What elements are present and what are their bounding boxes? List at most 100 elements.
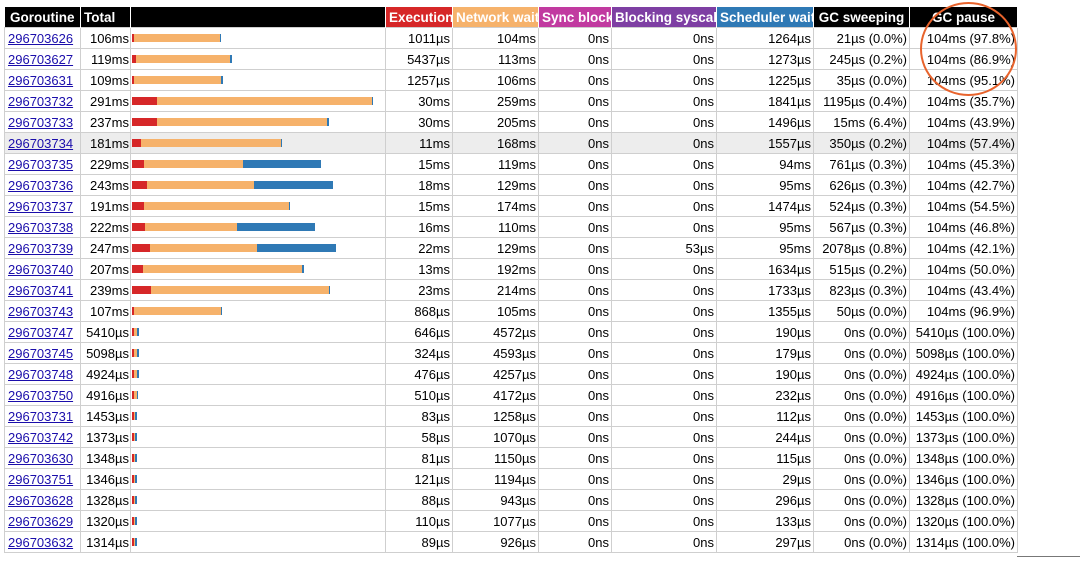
execution-segment: [132, 475, 134, 483]
network-wait-cell: 129ms: [452, 237, 539, 259]
gc-pause-cell: 104ms (50.0%): [909, 258, 1018, 280]
goroutine-link[interactable]: 296703748: [8, 366, 74, 382]
goroutine-link[interactable]: 296703743: [8, 303, 74, 319]
scheduler-wait-segment: [254, 181, 333, 189]
gc-sweeping-cell: 0ns (0.0%): [813, 321, 910, 343]
execution-segment: [132, 34, 134, 42]
goroutine-id-cell: 296703630: [4, 447, 81, 469]
sync-block-cell: 0ns: [538, 195, 612, 217]
network-wait-cell: 4572µs: [452, 321, 539, 343]
goroutine-link[interactable]: 296703628: [8, 492, 74, 508]
goroutine-link[interactable]: 296703741: [8, 282, 74, 298]
total-cell: 239ms: [80, 279, 131, 301]
execution-cell: 646µs: [385, 321, 453, 343]
scheduler-wait-segment: [371, 97, 374, 105]
goroutine-link[interactable]: 296703627: [8, 51, 74, 67]
goroutine-link[interactable]: 296703737: [8, 198, 74, 214]
goroutine-link[interactable]: 296703739: [8, 240, 74, 256]
gc-pause-cell: 104ms (96.9%): [909, 300, 1018, 322]
execution-cell: 23ms: [385, 279, 453, 301]
execution-cell: 11ms: [385, 132, 453, 154]
execution-segment: [132, 391, 134, 399]
timeline-bar-cell: [130, 384, 386, 406]
network-wait-segment: [142, 265, 303, 273]
sync-block-cell: 0ns: [538, 69, 612, 91]
execution-cell: 110µs: [385, 510, 453, 532]
gc-pause-cell: 1373µs (100.0%): [909, 426, 1018, 448]
network-wait-cell: 192ms: [452, 258, 539, 280]
scheduler-wait-cell: 1355µs: [716, 300, 814, 322]
network-wait-cell: 205ms: [452, 111, 539, 133]
blocking-syscall-cell: 0ns: [611, 48, 717, 70]
gc-sweeping-cell: 515µs (0.2%): [813, 258, 910, 280]
goroutine-link[interactable]: 296703747: [8, 324, 74, 340]
network-wait-cell: 1258µs: [452, 405, 539, 427]
col-gc-pause-header[interactable]: GC pause: [909, 7, 1018, 28]
sync-block-cell: 0ns: [538, 48, 612, 70]
table-row: 296703736 243ms 18ms 129ms 0ns 0ns 95ms 626µs (…: [4, 174, 1018, 196]
goroutine-link[interactable]: 296703632: [8, 534, 74, 550]
blocking-syscall-cell: 0ns: [611, 447, 717, 469]
col-goroutine-header[interactable]: Goroutine: [4, 7, 81, 28]
scheduler-wait-cell: 95ms: [716, 174, 814, 196]
col-execution-header[interactable]: Execution: [385, 7, 453, 28]
goroutine-link[interactable]: 296703750: [8, 387, 74, 403]
gc-sweeping-cell: 0ns (0.0%): [813, 342, 910, 364]
execution-segment: [132, 328, 134, 336]
sync-block-cell: 0ns: [538, 258, 612, 280]
goroutine-link[interactable]: 296703740: [8, 261, 74, 277]
scheduler-wait-cell: 95ms: [716, 237, 814, 259]
col-gc-sweeping-header[interactable]: GC sweeping: [813, 7, 910, 28]
goroutine-link[interactable]: 296703630: [8, 450, 74, 466]
goroutine-link[interactable]: 296703631: [8, 72, 74, 88]
table-row: 296703739 247ms 22ms 129ms 0ns 53µs 95ms 2078µs…: [4, 237, 1018, 259]
goroutine-link[interactable]: 296703626: [8, 30, 74, 46]
goroutine-link[interactable]: 296703733: [8, 114, 74, 130]
col-blocking-syscall-header[interactable]: Blocking syscall: [611, 7, 717, 28]
scheduler-wait-segment: [221, 76, 223, 84]
goroutine-link[interactable]: 296703738: [8, 219, 74, 235]
goroutine-id-cell: 296703631: [4, 69, 81, 91]
goroutine-link[interactable]: 296703735: [8, 156, 74, 172]
total-cell: 1373µs: [80, 426, 131, 448]
goroutine-link[interactable]: 296703732: [8, 93, 74, 109]
table-row: 296703629 1320µs 110µs 1077µs 0ns 0ns 133µs 0ns…: [4, 510, 1018, 532]
goroutine-link[interactable]: 296703629: [8, 513, 74, 529]
col-scheduler-wait-header[interactable]: Scheduler wait: [716, 7, 814, 28]
gc-pause-cell: 4924µs (100.0%): [909, 363, 1018, 385]
execution-cell: 81µs: [385, 447, 453, 469]
sync-block-cell: 0ns: [538, 111, 612, 133]
timeline-bar: [132, 218, 385, 237]
col-total-header[interactable]: Total: [80, 7, 131, 28]
timeline-bar: [132, 323, 385, 342]
gc-sweeping-cell: 0ns (0.0%): [813, 447, 910, 469]
gc-sweeping-cell: 524µs (0.3%): [813, 195, 910, 217]
goroutine-link[interactable]: 296703745: [8, 345, 74, 361]
scheduler-wait-segment: [135, 475, 137, 483]
scheduler-wait-cell: 94ms: [716, 153, 814, 175]
goroutine-link[interactable]: 296703742: [8, 429, 74, 445]
sync-block-cell: 0ns: [538, 489, 612, 511]
timeline-bar: [132, 260, 385, 279]
network-wait-cell: 4257µs: [452, 363, 539, 385]
timeline-bar-cell: [130, 405, 386, 427]
gc-pause-cell: 104ms (97.8%): [909, 27, 1018, 49]
table-row: 296703741 239ms 23ms 214ms 0ns 0ns 1733µs 823µs…: [4, 279, 1018, 301]
gc-sweeping-cell: 15ms (6.4%): [813, 111, 910, 133]
gc-sweeping-cell: 21µs (0.0%): [813, 27, 910, 49]
blocking-syscall-cell: 0ns: [611, 489, 717, 511]
table-row: 296703734 181ms 11ms 168ms 0ns 0ns 1557µs 350µs…: [4, 132, 1018, 154]
goroutine-link[interactable]: 296703734: [8, 135, 74, 151]
sync-block-cell: 0ns: [538, 447, 612, 469]
goroutine-link[interactable]: 296703736: [8, 177, 74, 193]
goroutine-link[interactable]: 296703731: [8, 408, 74, 424]
table-row: 296703632 1314µs 89µs 926µs 0ns 0ns 297µs 0ns (…: [4, 531, 1018, 553]
execution-cell: 324µs: [385, 342, 453, 364]
goroutine-link[interactable]: 296703751: [8, 471, 74, 487]
gc-sweeping-cell: 823µs (0.3%): [813, 279, 910, 301]
col-network-wait-header[interactable]: Network wait: [452, 7, 539, 28]
execution-segment: [132, 349, 134, 357]
network-wait-segment: [133, 412, 135, 420]
col-sync-block-header[interactable]: Sync block: [538, 7, 612, 28]
goroutine-table: Goroutine Total Execution Network wait S…: [4, 7, 1018, 553]
